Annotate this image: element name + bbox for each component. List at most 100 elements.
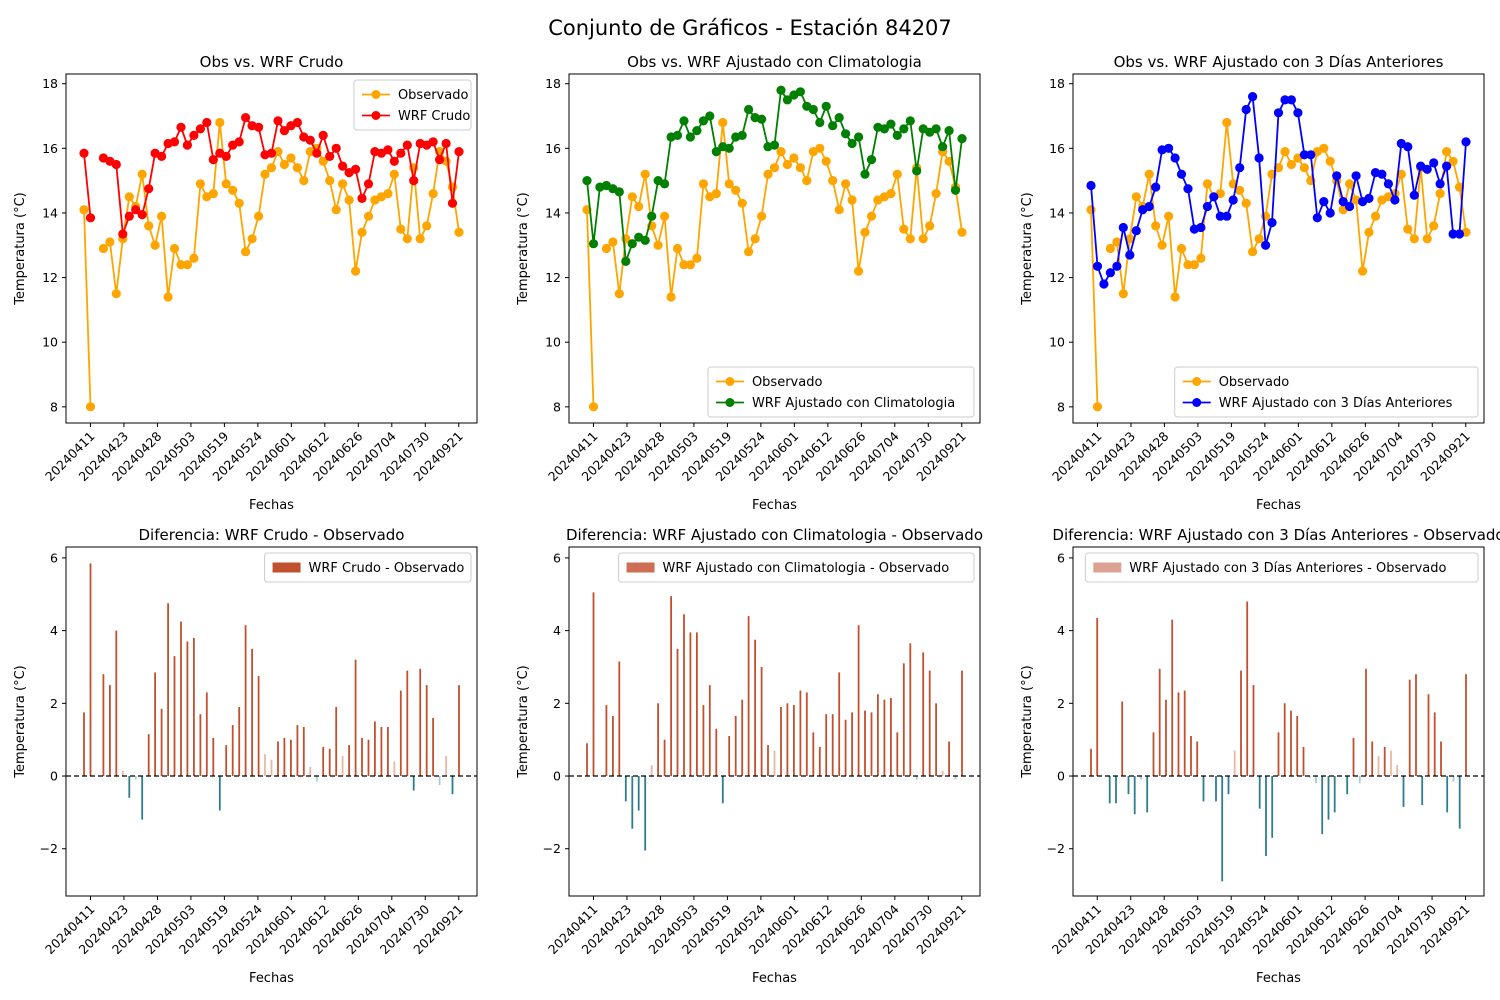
- chart-5-bar: [683, 614, 685, 777]
- chart-5-bar: [877, 694, 879, 776]
- chart-1-series-2-point: [221, 151, 231, 161]
- chart-1-series-1-point: [260, 169, 270, 179]
- chart-1-series-2-point: [202, 117, 212, 128]
- chart-1-series-1-point: [279, 159, 289, 170]
- chart-5-bar: [922, 652, 925, 776]
- chart-6-bar: [1240, 670, 1242, 776]
- chart-4-bar: [141, 776, 144, 820]
- chart-2-series-2-point: [938, 142, 948, 152]
- chart-5-bar: [670, 596, 672, 777]
- chart-5-bar: [734, 716, 737, 776]
- chart-5-bar: [786, 703, 789, 776]
- chart-2-series-1-point: [718, 117, 728, 128]
- chart-6-bar: [1327, 776, 1330, 820]
- chart-1-series-1-point: [299, 176, 309, 186]
- chart-4-bar: [115, 630, 118, 776]
- chart-5-bar: [780, 707, 782, 777]
- chart-3-series-1-point: [1151, 221, 1161, 231]
- chart-6-bar: [1371, 741, 1374, 776]
- chart-1-title: Obs vs. WRF Crudo: [200, 53, 344, 71]
- chart-2-series-2-point: [757, 114, 767, 124]
- chart-2-series-2-point: [582, 176, 592, 186]
- chart-1-series-1-point: [383, 189, 393, 199]
- chart-6-bar: [1121, 701, 1124, 776]
- chart-1-series-1-point: [363, 211, 374, 221]
- chart-5-bar: [793, 705, 795, 776]
- chart-5-bar: [818, 746, 821, 776]
- chart-4-bar: [89, 563, 92, 777]
- chart-1-series-1-point: [241, 247, 251, 257]
- chart-4-bar: [147, 734, 150, 776]
- chart-4-bar: [102, 674, 105, 776]
- chart-6: Diferencia: WRF Ajustado con 3 Días Ante…: [1020, 526, 1500, 986]
- chart-4-bar: [393, 761, 396, 776]
- chart-5-bar: [954, 776, 957, 780]
- chart-5-bar: [773, 750, 776, 776]
- chart-5-bar: [831, 714, 834, 776]
- chart-2-series-1-point: [866, 211, 877, 221]
- chart-1-plot-area: [79, 113, 464, 412]
- chart-3-series-2-point: [1170, 153, 1180, 163]
- chart-2-legend-box: [707, 366, 975, 418]
- chart-5-bar: [650, 765, 653, 776]
- chart-1-series-2-point: [234, 137, 244, 147]
- chart-1-series-2-point: [176, 122, 186, 132]
- chart-2-series-2-point: [860, 169, 870, 179]
- chart-3-series-2-point: [1196, 222, 1206, 233]
- chart-5-bar: [851, 712, 853, 776]
- chart-1-ytick-label: 8: [50, 399, 58, 414]
- chart-2-ytick-label: 8: [553, 399, 561, 414]
- chart-3: Obs vs. WRF Ajustado con 3 Días Anterior…: [1020, 53, 1485, 513]
- chart-2-series-1-point: [899, 224, 909, 234]
- chart-3-series-1-point: [1448, 156, 1458, 166]
- chart-3-series-1-line: [1109, 122, 1467, 298]
- chart-2-series-1-point: [679, 260, 689, 270]
- chart-6-bar: [1090, 748, 1092, 777]
- chart-1-series-2-point: [273, 116, 283, 126]
- chart-2-series-1-point: [608, 237, 618, 247]
- chart-4-bar: [425, 685, 428, 776]
- chart-1-series-1-point: [422, 221, 432, 231]
- chart-2-series-2-point: [711, 147, 721, 157]
- chart-2-series-1-point: [640, 169, 650, 179]
- chart-6-bar: [1346, 776, 1349, 795]
- chart-2-ytick-label: 12: [545, 270, 561, 285]
- chart-2-series-2-point: [950, 185, 961, 195]
- chart-3-xlabel: Fechas: [1256, 498, 1301, 513]
- chart-2-series-2-point: [672, 130, 683, 140]
- chart-1-series-2-point: [338, 161, 348, 171]
- chart-3-series-2-point: [1319, 197, 1329, 207]
- chart-6-bar: [1127, 776, 1130, 795]
- chart-5-bar: [948, 741, 950, 776]
- chart-3-series-2-point: [1345, 201, 1355, 212]
- chart-2-series-1-point: [763, 169, 773, 179]
- chart-6-legend-box: [1084, 552, 1479, 583]
- chart-4-bar: [231, 725, 234, 776]
- chart-2-series-1-point: [653, 240, 663, 250]
- chart-4-legend-label: WRF Crudo - Observado: [309, 561, 465, 576]
- chart-6-title: Diferencia: WRF Ajustado con 3 Días Ante…: [1052, 526, 1500, 544]
- chart-3-series-1-point: [1105, 243, 1115, 254]
- chart-6-bar: [1377, 756, 1380, 776]
- chart-4-bar: [328, 748, 331, 777]
- chart-2-series-2-point: [588, 239, 599, 249]
- chart-2-series-1-point: [828, 176, 838, 186]
- chart-5-bar: [864, 710, 866, 776]
- chart-5-bar: [592, 592, 595, 776]
- chart-1-legend-label: Observado: [398, 88, 469, 103]
- chart-4-bar: [458, 685, 460, 776]
- chart-1-series-2-point: [111, 159, 121, 170]
- chart-6-ytick-label: 2: [1057, 696, 1065, 711]
- chart-3-series-2-point: [1448, 229, 1458, 239]
- chart-2-series-2-point: [627, 239, 637, 249]
- chart-4-ytick-label: 6: [50, 550, 58, 565]
- chart-1-ylabel: Temperatura (°C): [13, 192, 28, 305]
- chart-1-series-1-point: [325, 176, 335, 186]
- chart-2-series-1-point: [789, 153, 799, 163]
- chart-1-series-2-point: [389, 156, 399, 166]
- chart-5-bar: [676, 648, 679, 776]
- chart-2-series-1-point: [692, 253, 702, 263]
- chart-2-series-1-point: [776, 147, 786, 157]
- chart-1-series-2-point: [189, 130, 199, 140]
- chart-4-frame: [65, 546, 478, 897]
